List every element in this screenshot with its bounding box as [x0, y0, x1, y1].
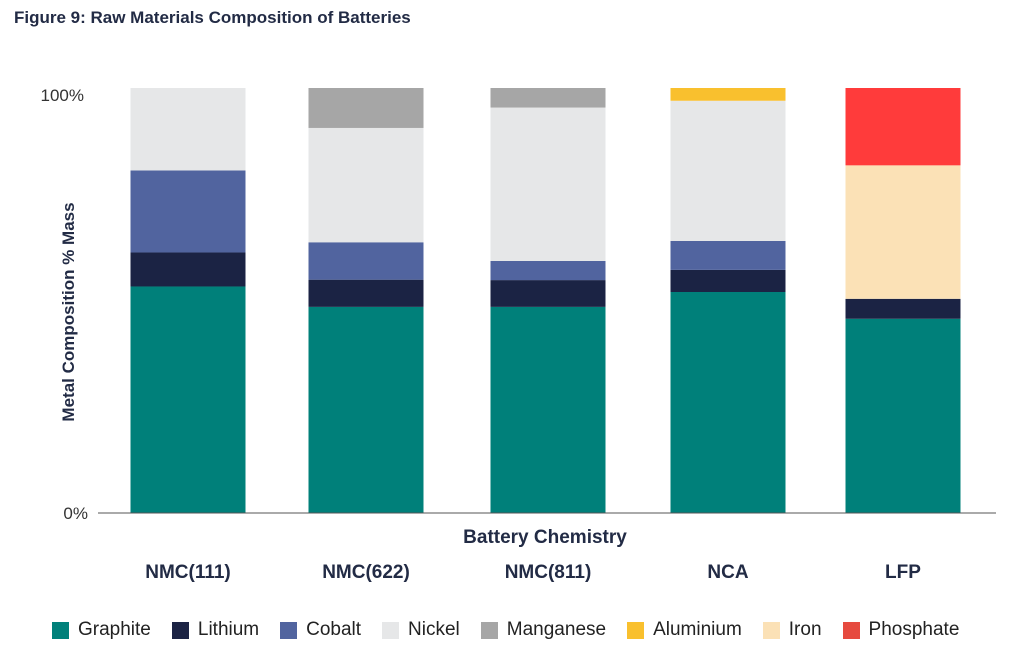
bar-segment-manganese-1	[308, 88, 424, 128]
legend-item-phosphate: Phosphate	[842, 619, 960, 641]
legend-swatch	[171, 621, 189, 639]
legend-item-cobalt: Cobalt	[280, 619, 361, 641]
legend-swatch	[52, 621, 69, 639]
legend-swatch	[382, 621, 400, 639]
legend-item-graphite: Graphite	[52, 619, 151, 641]
legend-item-nickel: Nickel	[382, 619, 460, 641]
bar-segment-cobalt-3	[670, 241, 786, 270]
bars	[130, 88, 961, 513]
category-label: NMC(622)	[322, 562, 410, 583]
legend-swatch	[480, 621, 498, 639]
legend-label: Nickel	[408, 619, 460, 640]
bar-segment-cobalt-1	[308, 242, 424, 280]
legend-label: Lithium	[197, 619, 260, 640]
bar-segment-nickel-0	[130, 88, 246, 171]
bar-segment-nickel-1	[308, 127, 424, 243]
legend-label: Aluminium	[653, 619, 742, 640]
stacked-bar-chart: Metal Composition % Mass 100% 0% Battery…	[41, 86, 996, 583]
bar-segment-lithium-2	[490, 280, 606, 307]
bar-segment-lithium-1	[308, 279, 424, 307]
y-axis-label: Metal Composition % Mass	[59, 202, 78, 421]
legend-swatch	[280, 621, 298, 639]
bar-segment-aluminium-3	[670, 88, 786, 101]
bar-segment-manganese-2	[490, 88, 606, 108]
y-tick-label-top: 100%	[41, 86, 84, 105]
category-label: LFP	[885, 562, 921, 583]
bar-segment-iron-4	[845, 165, 961, 299]
legend-swatch	[842, 621, 860, 639]
legend-label: Graphite	[78, 619, 151, 640]
bar-segment-lithium-0	[130, 252, 246, 287]
bar-segment-cobalt-0	[130, 170, 246, 253]
legend-item-lithium: Lithium	[171, 619, 260, 641]
category-label: NMC(811)	[505, 562, 592, 583]
legend-swatch	[627, 621, 645, 639]
legend-item-iron: Iron	[762, 619, 822, 641]
bar-segment-graphite-3	[670, 292, 786, 513]
bar-segment-lithium-4	[845, 298, 961, 319]
bar-segment-nickel-3	[670, 100, 786, 241]
bar-segment-phosphate-4	[845, 88, 961, 166]
legend: Graphite Lithium Cobalt Nickel Manganese Alum…	[52, 619, 959, 641]
legend-label: Iron	[788, 619, 822, 640]
legend-label: Manganese	[506, 619, 607, 640]
legend-item-manganese: Manganese	[480, 619, 607, 641]
bar-segment-lithium-3	[670, 269, 786, 292]
category-label: NCA	[707, 562, 748, 583]
category-labels: NMC(111) NMC(622) NMC(811) NCA LFP	[145, 562, 921, 583]
legend-swatch	[762, 621, 780, 639]
bar-segment-cobalt-2	[490, 260, 606, 281]
x-axis-label: Battery Chemistry	[463, 527, 627, 548]
bar-segment-graphite-4	[845, 318, 961, 513]
figure-title: Figure 9: Raw Materials Composition of B…	[14, 8, 411, 27]
category-label: NMC(111)	[145, 562, 231, 583]
y-tick-label-bottom: 0%	[63, 504, 88, 523]
legend-label: Phosphate	[868, 619, 960, 640]
bar-segment-graphite-0	[130, 286, 246, 513]
bar-segment-nickel-2	[490, 107, 606, 261]
legend-item-aluminium: Aluminium	[627, 619, 742, 641]
legend-label: Cobalt	[306, 619, 362, 640]
bar-segment-graphite-2	[490, 306, 606, 513]
bar-segment-graphite-1	[308, 306, 424, 513]
